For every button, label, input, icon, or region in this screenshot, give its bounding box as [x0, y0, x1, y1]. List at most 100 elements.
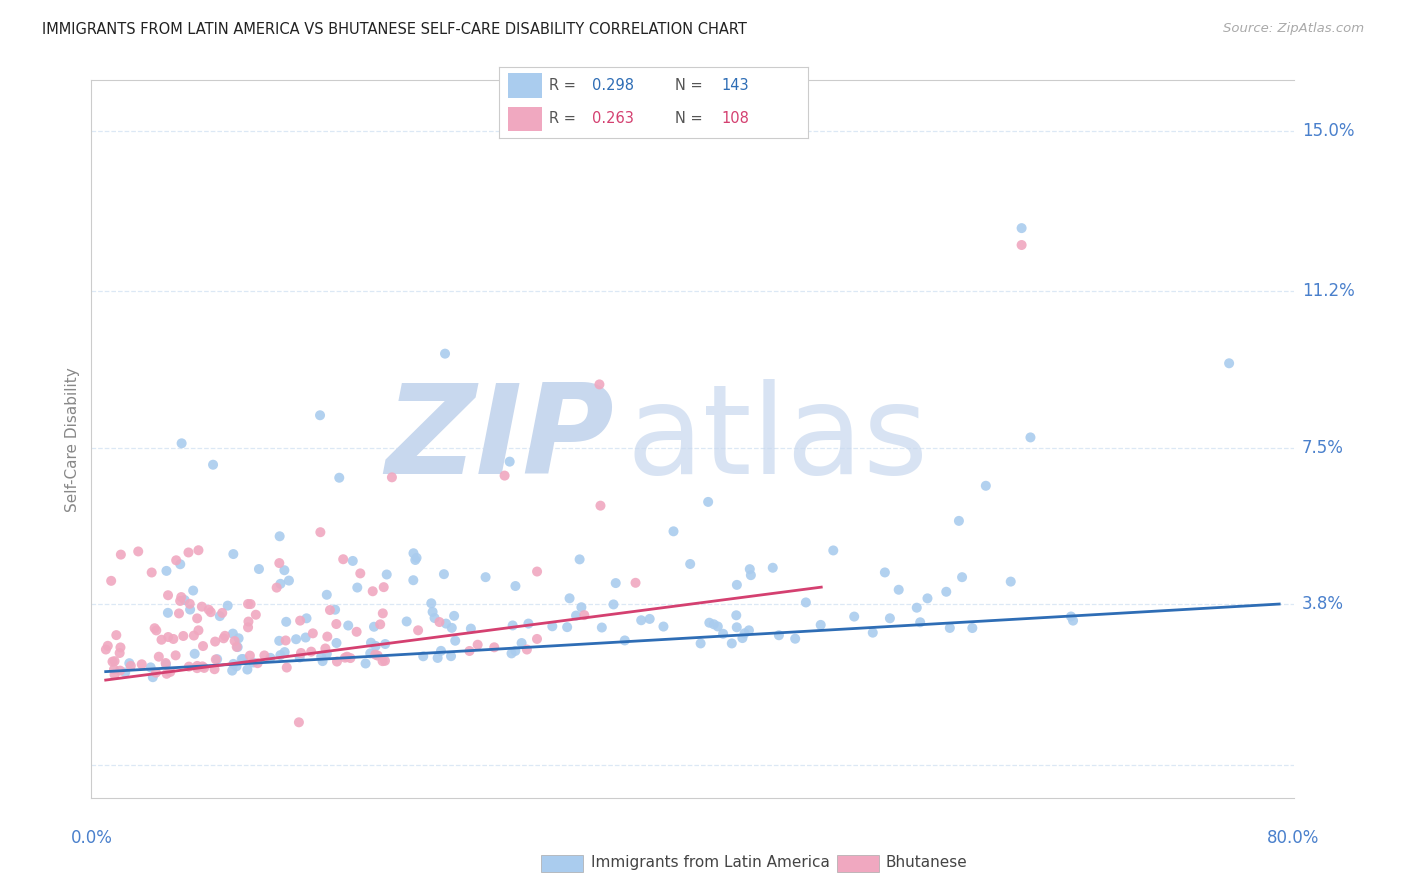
Point	[364, 648, 387, 662]
Text: atlas: atlas	[626, 379, 928, 500]
Point	[591, 621, 613, 635]
Point	[269, 648, 291, 662]
Point	[110, 548, 132, 562]
Point	[565, 608, 588, 623]
Point	[316, 630, 339, 644]
Point	[526, 565, 548, 579]
Point	[505, 644, 527, 658]
Point	[762, 560, 785, 574]
Point	[148, 649, 170, 664]
Point	[118, 656, 141, 670]
Point	[157, 630, 180, 644]
Point	[269, 529, 291, 543]
Point	[406, 624, 429, 638]
Point	[501, 647, 523, 661]
Point	[309, 649, 332, 664]
Point	[336, 649, 359, 664]
Point	[887, 582, 910, 597]
Point	[844, 609, 866, 624]
Point	[346, 581, 368, 595]
Point	[908, 615, 931, 630]
Point	[183, 629, 205, 643]
Point	[558, 591, 581, 606]
Point	[613, 633, 636, 648]
Point	[624, 575, 647, 590]
Point	[738, 624, 761, 638]
Point	[156, 666, 179, 681]
Point	[725, 620, 748, 634]
Point	[363, 620, 385, 634]
Point	[689, 636, 711, 650]
Point	[159, 665, 181, 679]
Point	[224, 634, 246, 648]
Point	[183, 647, 205, 661]
Point	[588, 377, 610, 392]
Point	[484, 640, 506, 655]
Point	[204, 634, 226, 648]
Point	[364, 639, 387, 653]
Point	[143, 621, 166, 635]
Point	[402, 546, 425, 560]
Point	[150, 632, 173, 647]
Point	[367, 648, 389, 663]
Point	[157, 588, 180, 602]
Point	[935, 584, 957, 599]
Point	[555, 620, 578, 634]
Point	[97, 639, 120, 653]
Text: 7.5%: 7.5%	[1302, 439, 1344, 457]
Point	[405, 550, 427, 565]
Point	[211, 606, 233, 620]
Point	[1011, 221, 1033, 235]
Point	[217, 599, 239, 613]
Point	[412, 649, 434, 664]
Point	[222, 657, 245, 671]
Point	[222, 547, 245, 561]
Point	[319, 603, 342, 617]
Point	[862, 625, 884, 640]
Point	[110, 640, 132, 655]
Point	[142, 670, 165, 684]
Point	[273, 645, 295, 659]
Point	[395, 615, 418, 629]
Point	[290, 646, 312, 660]
Point	[1060, 609, 1083, 624]
Point	[423, 611, 446, 625]
Point	[697, 495, 720, 509]
Point	[725, 608, 748, 623]
Point	[568, 552, 591, 566]
Point	[225, 659, 247, 673]
Point	[602, 598, 624, 612]
Point	[810, 618, 832, 632]
Point	[179, 602, 201, 616]
Point	[589, 499, 612, 513]
Point	[571, 600, 593, 615]
Text: N =: N =	[675, 112, 707, 127]
Point	[516, 642, 538, 657]
Point	[127, 544, 149, 558]
Point	[131, 657, 153, 672]
Point	[339, 651, 361, 665]
Point	[734, 626, 756, 640]
Point	[246, 656, 269, 670]
Point	[145, 624, 167, 638]
Point	[768, 628, 790, 642]
Text: IMMIGRANTS FROM LATIN AMERICA VS BHUTANESE SELF-CARE DISABILITY CORRELATION CHAR: IMMIGRANTS FROM LATIN AMERICA VS BHUTANE…	[42, 22, 747, 37]
Point	[181, 583, 204, 598]
Point	[309, 409, 332, 423]
Point	[679, 557, 702, 571]
Point	[236, 620, 259, 634]
Point	[474, 570, 496, 584]
Point	[359, 646, 381, 660]
Text: N =: N =	[675, 78, 707, 93]
Point	[103, 667, 125, 681]
Point	[873, 566, 896, 580]
Point	[105, 628, 128, 642]
Point	[177, 545, 200, 559]
Point	[1218, 356, 1240, 370]
Point	[222, 626, 245, 640]
Point	[173, 593, 195, 607]
Point	[402, 573, 425, 587]
Point	[114, 665, 136, 680]
Point	[326, 655, 349, 669]
Point	[204, 662, 226, 676]
